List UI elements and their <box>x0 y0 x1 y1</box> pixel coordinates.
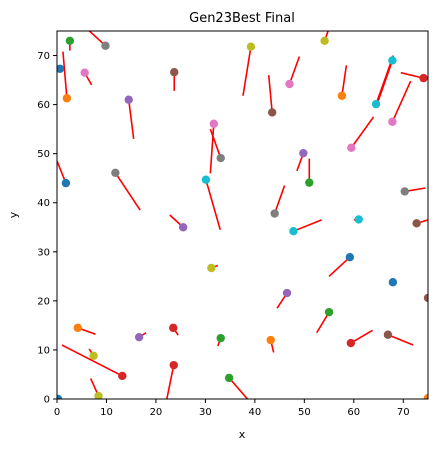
data-point-43 <box>388 118 396 126</box>
chart-title: Gen23Best Final <box>189 11 295 26</box>
heading-line-10 <box>62 345 122 376</box>
data-point-35 <box>338 92 346 100</box>
heading-line-3 <box>63 52 67 99</box>
data-point-16 <box>170 68 178 76</box>
x-tick-label-1: 10 <box>100 407 113 418</box>
y-tick-label-2: 20 <box>37 296 50 307</box>
data-point-24 <box>247 43 255 51</box>
y-axis-label: y <box>7 211 20 218</box>
data-point-14 <box>170 361 178 369</box>
data-point-19 <box>207 264 215 272</box>
x-tick-label-2: 20 <box>150 407 163 418</box>
data-point-34 <box>325 308 333 316</box>
y-tick-label-4: 40 <box>37 198 50 209</box>
x-tick-label-5: 50 <box>298 407 311 418</box>
data-point-7 <box>89 352 97 360</box>
y-tick-label-5: 50 <box>37 149 50 160</box>
x-axis-ticks: 0 10 20 30 40 50 60 70 <box>54 399 410 418</box>
y-axis-ticks: 0 10 20 30 40 50 60 70 <box>37 51 57 405</box>
heading-line-38 <box>351 117 373 148</box>
data-point-28 <box>283 289 291 297</box>
y-tick-label-1: 10 <box>37 345 50 356</box>
data-point-21 <box>217 154 225 162</box>
data-point-11 <box>111 169 119 177</box>
heading-line-11 <box>115 173 140 210</box>
data-point-25 <box>266 336 274 344</box>
x-axis-label: x <box>239 428 246 441</box>
y-tick-label-7: 70 <box>37 51 50 62</box>
data-point-36 <box>346 253 354 261</box>
data-point-17 <box>179 223 187 231</box>
heading-line-27 <box>275 186 285 214</box>
heading-line-29 <box>289 57 299 84</box>
x-tick-label-0: 0 <box>54 407 60 418</box>
data-point-12 <box>125 95 133 103</box>
x-tick-label-3: 30 <box>199 407 212 418</box>
data-point-41 <box>384 331 392 339</box>
data-point-20 <box>210 120 218 128</box>
data-point-4 <box>66 37 74 45</box>
data-point-2 <box>62 179 70 187</box>
data-point-9 <box>101 42 109 50</box>
data-point-39 <box>355 215 363 223</box>
heading-line-14 <box>167 365 174 399</box>
data-point-3 <box>63 94 71 102</box>
heading-line-26 <box>269 75 272 112</box>
data-point-22 <box>217 334 225 342</box>
data-point-29 <box>285 80 293 88</box>
y-tick-label-6: 60 <box>37 100 50 111</box>
x-tick-label-6: 60 <box>347 407 360 418</box>
heading-line-18 <box>206 180 220 230</box>
data-point-46 <box>412 219 420 227</box>
x-tick-label-7: 70 <box>397 407 410 418</box>
data-point-26 <box>268 108 276 116</box>
heading-line-24 <box>243 47 251 96</box>
y-tick-label-0: 0 <box>44 395 50 406</box>
heading-line-43 <box>392 81 410 122</box>
y-tick-label-3: 30 <box>37 247 50 258</box>
heading-line-42 <box>376 60 392 107</box>
data-point-30 <box>289 227 297 235</box>
heading-line-30 <box>293 220 321 231</box>
data-point-33 <box>320 37 328 45</box>
data-point-18 <box>202 175 210 183</box>
data-point-15 <box>169 324 177 332</box>
data-point-13 <box>135 333 143 341</box>
x-tick-label-4: 40 <box>248 407 261 418</box>
data-point-27 <box>270 209 278 217</box>
data-point-6 <box>74 324 82 332</box>
plot-frame <box>57 31 428 399</box>
heading-lines <box>57 29 428 399</box>
data-point-10 <box>118 372 126 380</box>
data-point-31 <box>299 149 307 157</box>
data-point-38 <box>347 144 355 152</box>
data-point-45 <box>401 187 409 195</box>
heading-line-35 <box>342 65 346 95</box>
heading-line-36 <box>329 257 350 276</box>
data-point-23 <box>225 374 233 382</box>
plot-marks <box>54 29 432 404</box>
heading-line-12 <box>129 100 134 139</box>
data-point-47 <box>419 74 427 82</box>
data-point-44 <box>389 278 397 286</box>
data-point-42 <box>388 56 396 64</box>
data-point-32 <box>305 178 313 186</box>
data-point-40 <box>372 100 380 108</box>
data-point-37 <box>347 339 355 347</box>
data-point-5 <box>81 69 89 77</box>
